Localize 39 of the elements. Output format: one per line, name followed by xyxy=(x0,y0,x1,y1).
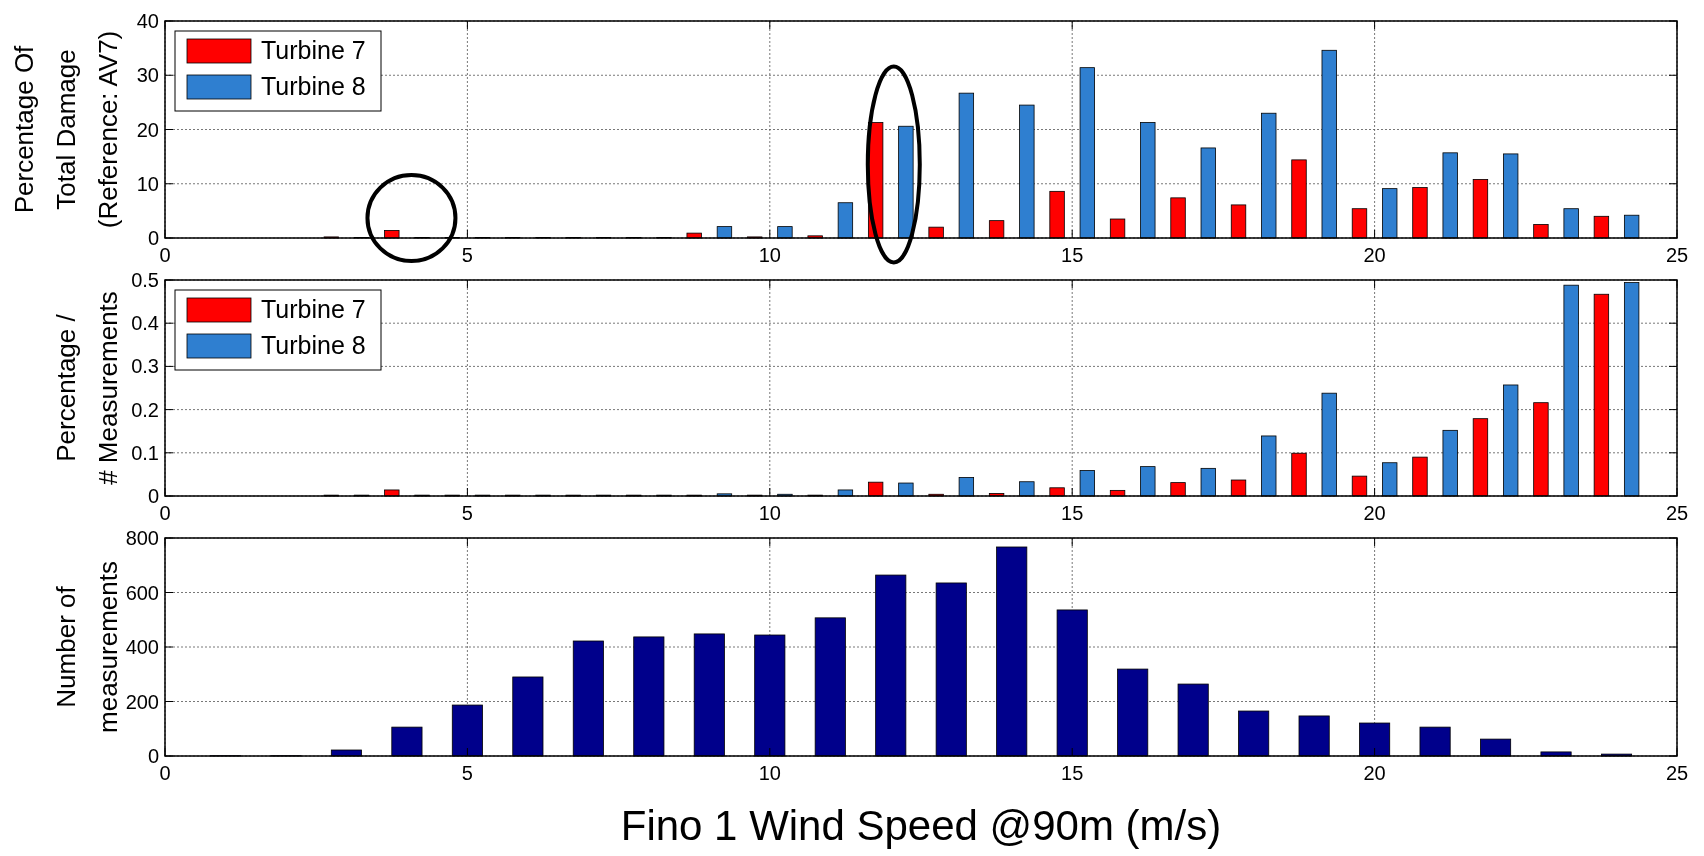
x-tick-label: 10 xyxy=(758,502,781,524)
x-axis-title: Fino 1 Wind Speed @90m (m/s) xyxy=(620,802,1222,849)
y-tick-label: 0 xyxy=(147,745,159,767)
y-tick-label: 30 xyxy=(136,64,159,87)
legend-label: Turbine 7 xyxy=(261,36,366,64)
x-tick-label: 25 xyxy=(1665,244,1689,266)
x-tick-label: 20 xyxy=(1363,502,1386,524)
x-tick-label: 15 xyxy=(1061,502,1084,524)
x-tick-label: 10 xyxy=(758,244,781,266)
x-tick-label: 10 xyxy=(758,762,781,784)
y-axis-title: Percentage / # Measurements xyxy=(51,291,123,485)
y-tick-label: 40 xyxy=(136,10,159,32)
legend-label: Turbine 8 xyxy=(261,331,366,359)
y-axis-title: Number of measurements xyxy=(51,561,123,733)
x-tick-label: 20 xyxy=(1363,762,1386,784)
y-tick-label: 600 xyxy=(125,581,159,604)
y-tick-label: 0.3 xyxy=(131,355,159,378)
x-tick-label: 20 xyxy=(1363,244,1386,266)
y-tick-label: 0.2 xyxy=(131,398,159,421)
y-tick-label: 20 xyxy=(136,118,159,141)
legend-label: Turbine 7 xyxy=(261,295,366,323)
x-tick-label: 5 xyxy=(461,762,473,784)
y-tick-label: 10 xyxy=(136,172,159,195)
y-tick-label: 0.5 xyxy=(131,269,159,291)
y-tick-label: 0.1 xyxy=(131,441,159,464)
y-tick-label: 400 xyxy=(125,636,159,658)
legend-label: Turbine 8 xyxy=(261,72,366,100)
x-tick-label: 5 xyxy=(461,502,473,524)
x-tick-label: 25 xyxy=(1665,502,1689,524)
y-tick-label: 0.4 xyxy=(131,312,159,335)
y-tick-label: 0 xyxy=(147,227,159,249)
y-axis-title: Percentage Of Total Damage (Reference: AV7) xyxy=(9,30,123,229)
x-tick-label: 5 xyxy=(461,244,473,266)
y-tick-label: 0 xyxy=(147,485,159,507)
x-tick-label: 25 xyxy=(1665,762,1689,784)
x-tick-label: 15 xyxy=(1061,762,1084,784)
y-tick-label: 800 xyxy=(125,527,159,549)
y-tick-label: 200 xyxy=(125,690,159,713)
x-tick-label: 15 xyxy=(1061,244,1084,266)
